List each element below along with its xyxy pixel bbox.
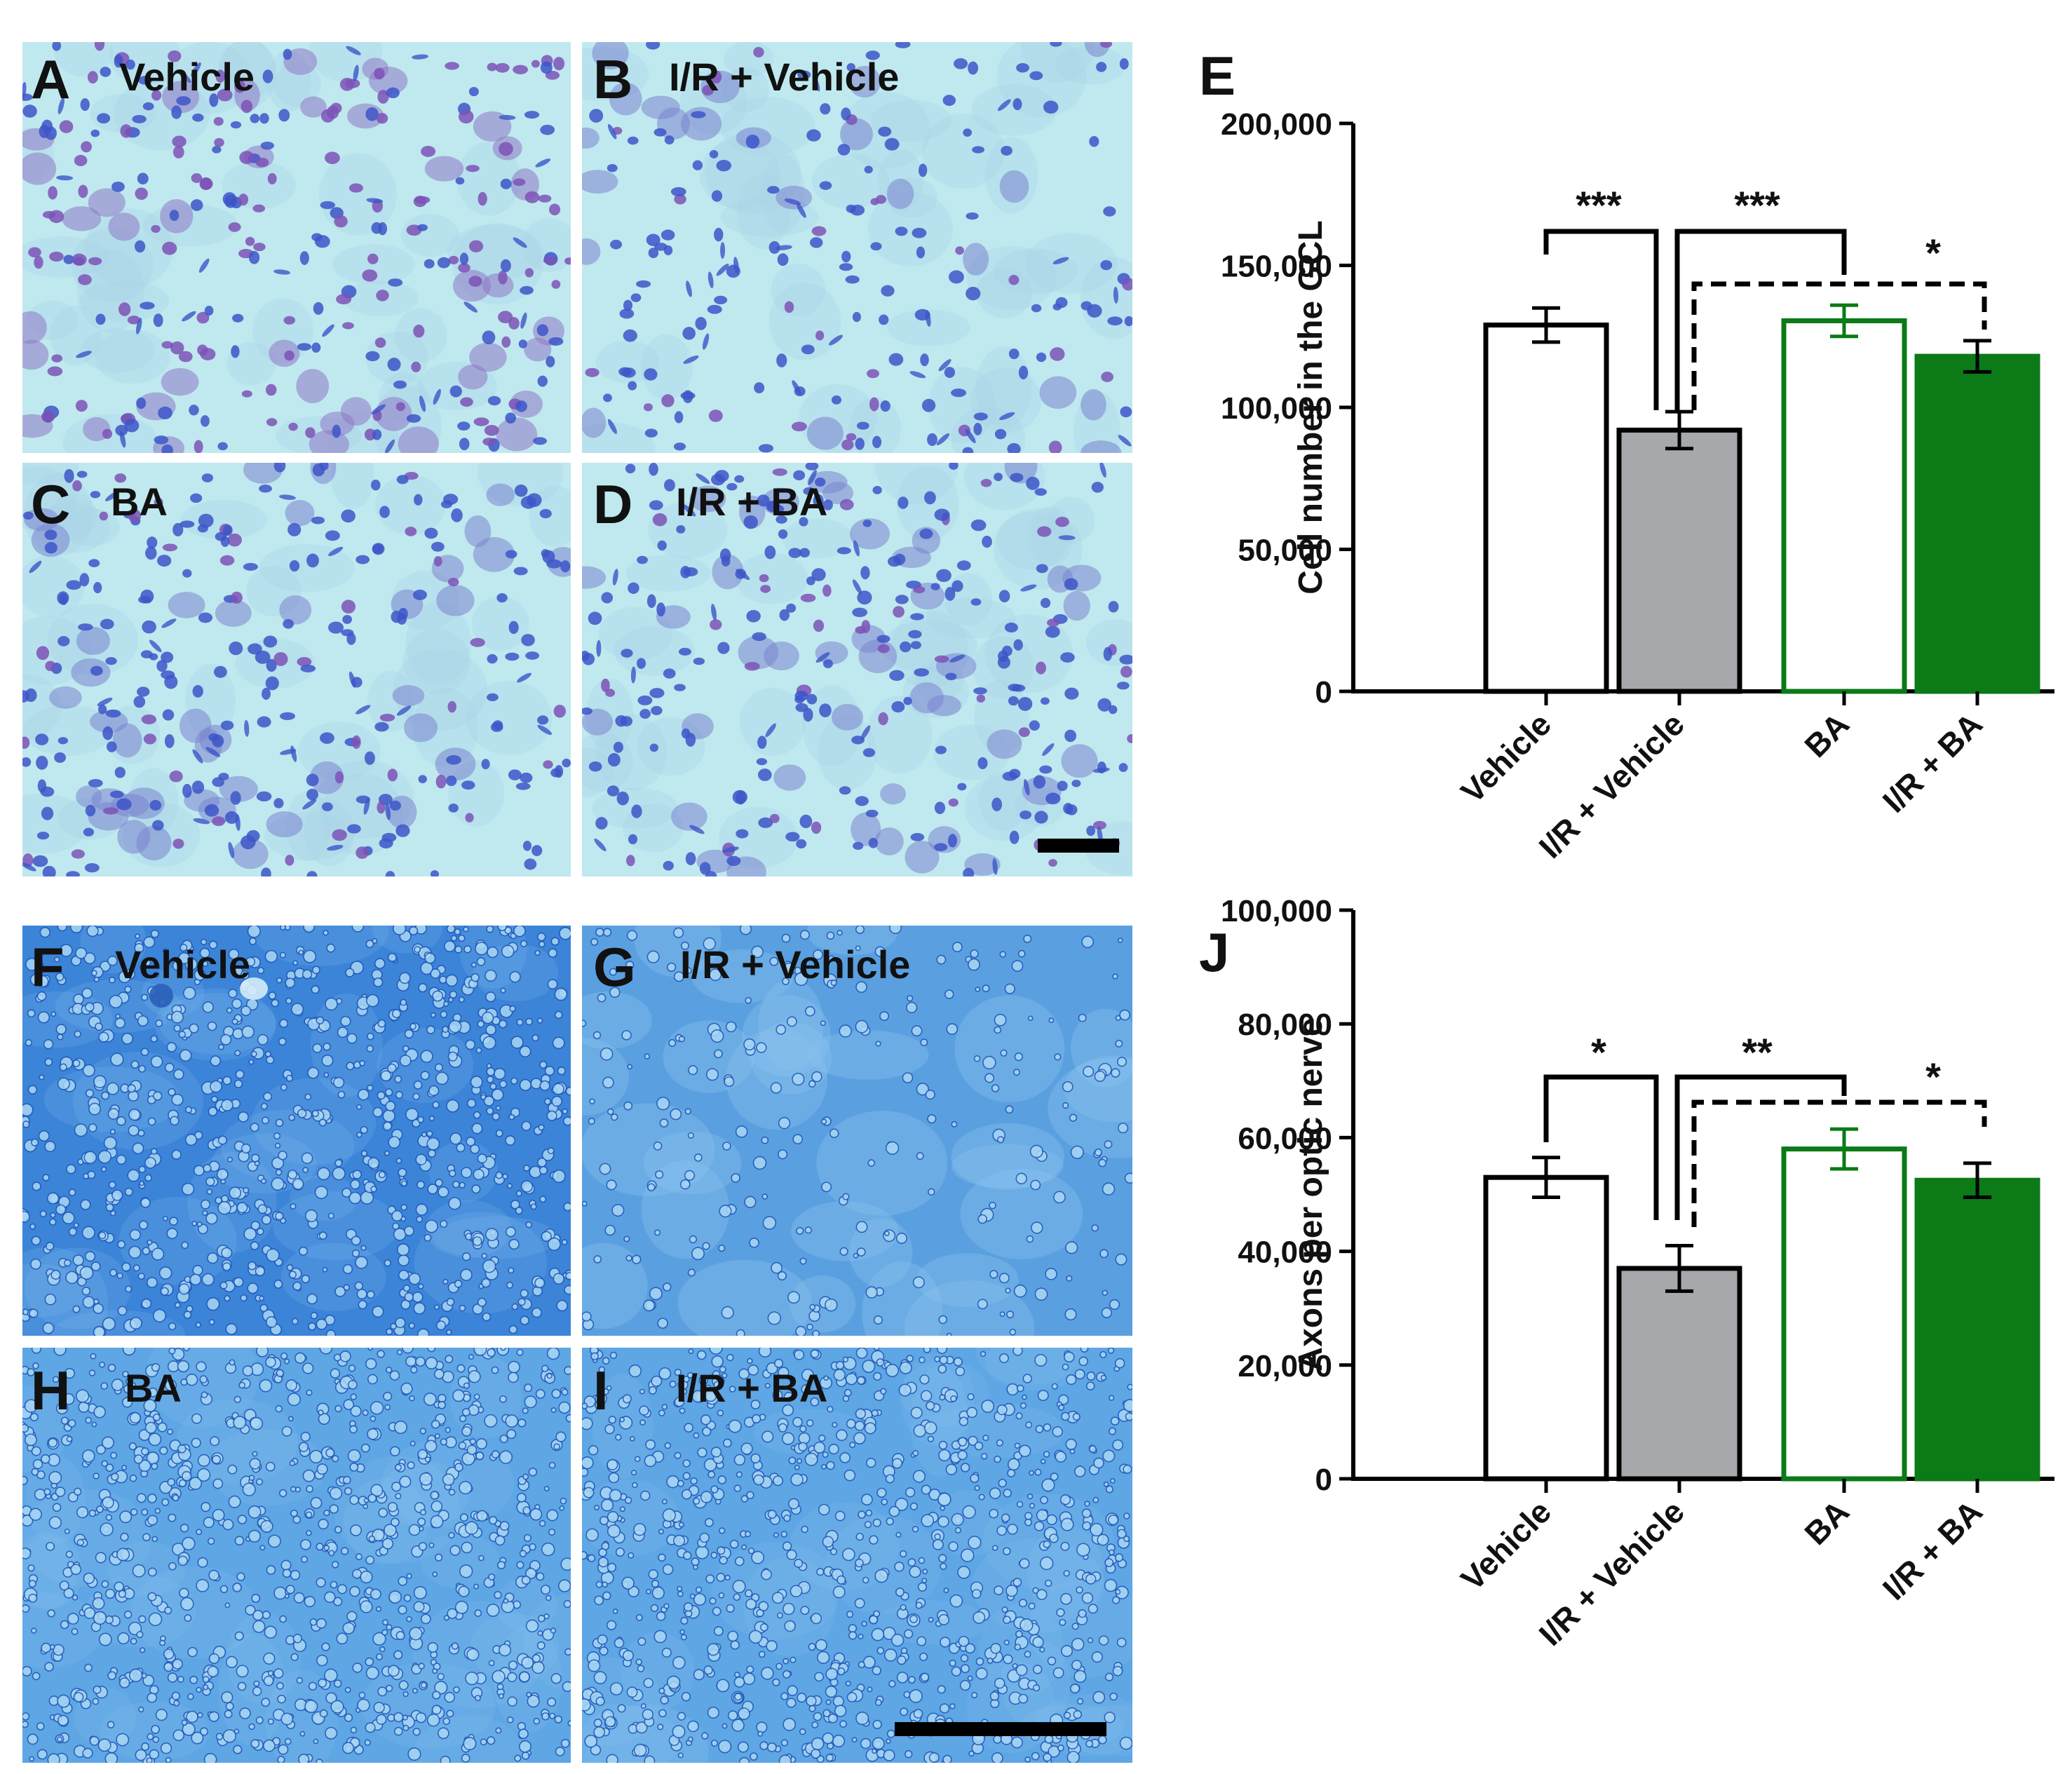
- significance-bracket: [1691, 281, 1987, 410]
- panel-title: I/R + BA: [676, 1366, 828, 1410]
- panel-letter: G: [593, 936, 636, 998]
- micrograph-h-ba: H BA: [22, 1348, 571, 1763]
- nissl-texture: [22, 463, 571, 876]
- panel-letter: H: [31, 1360, 71, 1421]
- scale-bar: [895, 1722, 1106, 1736]
- significance-label: ***: [1734, 183, 1780, 227]
- micrograph-b-ir-vehicle: B I/R + Vehicle: [582, 42, 1132, 453]
- bar-2: [1781, 1146, 1907, 1482]
- panel-letter: C: [31, 473, 71, 535]
- bar-0: [1483, 1174, 1609, 1482]
- significance-bracket: [1543, 1074, 1659, 1220]
- y-axis-label: Cell number in the GCL: [1292, 220, 1329, 594]
- micrograph-i-ir-ba: I I/R + BA: [582, 1348, 1132, 1763]
- micrograph-d-ir-ba: D I/R + BA: [582, 463, 1132, 876]
- y-tick-label: 100,000: [1221, 898, 1332, 928]
- x-tick-label: I/R + BA: [1876, 705, 1989, 819]
- panel-letter: F: [31, 936, 65, 998]
- significance-label: *: [1925, 231, 1941, 275]
- nerve-texture: [582, 926, 1132, 1336]
- x-tick-label: BA: [1797, 1493, 1856, 1552]
- panel-title: BA: [111, 480, 168, 524]
- y-axis-label: Axons per optic nerve: [1292, 1017, 1329, 1371]
- nerve-texture: [22, 1348, 571, 1763]
- panel-title: Vehicle: [119, 55, 255, 99]
- bar-1: [1616, 1266, 1742, 1482]
- bar-3: [1914, 1177, 2040, 1482]
- panel-letter: J: [1199, 921, 1229, 983]
- y-tick-label: 20,000: [1238, 1349, 1332, 1383]
- panel-letter: E: [1199, 45, 1235, 107]
- significance-bracket: [1543, 229, 1659, 410]
- panel-title: I/R + BA: [676, 480, 828, 524]
- y-tick-label: 60,000: [1238, 1121, 1332, 1156]
- y-tick-label: 100,000: [1221, 391, 1332, 426]
- nissl-texture: [22, 42, 571, 453]
- panel-title: I/R + Vehicle: [669, 55, 900, 99]
- chart-e-svg: E 0 50,000 100,000 150,000 200,000 Cell number…: [1199, 45, 2054, 865]
- micrograph-c-ba: C BA: [22, 463, 571, 876]
- panel-title: Vehicle: [115, 942, 251, 987]
- y-tick-label: 200,000: [1221, 107, 1332, 142]
- micrograph-a-vehicle: A Vehicle: [22, 42, 571, 453]
- x-tick-label: Vehicle: [1454, 1493, 1558, 1597]
- chart-e-cell-number: E 0 50,000 100,000 150,000 200,000 Cell number…: [1150, 28, 2061, 898]
- y-tick-label: 50,000: [1238, 534, 1332, 568]
- significance-label: **: [1742, 1030, 1773, 1074]
- y-tick-label: 80,000: [1238, 1008, 1332, 1042]
- significance-label: ***: [1576, 183, 1622, 227]
- panel-title: I/R + Vehicle: [680, 942, 911, 987]
- significance-label: *: [1591, 1030, 1606, 1074]
- y-tick-label: 150,000: [1221, 250, 1332, 284]
- nissl-texture: [582, 463, 1132, 876]
- chart-j-axons: J 0 20,000 40,000 60,000 80,000 100,000 Axons p…: [1150, 894, 2061, 1767]
- y-tick-label: 0: [1315, 1463, 1332, 1497]
- bar-0: [1483, 323, 1609, 694]
- panel-title: BA: [125, 1366, 182, 1410]
- micrograph-f-vehicle: F Vehicle: [22, 926, 571, 1336]
- bar-3: [1914, 353, 2040, 694]
- panel-letter: B: [593, 48, 633, 110]
- panel-letter: A: [31, 48, 71, 110]
- significance-bracket: [1674, 229, 1847, 410]
- panel-letter: D: [593, 473, 633, 535]
- significance-label: *: [1925, 1055, 1941, 1099]
- nerve-texture: [22, 926, 571, 1336]
- panel-letter: I: [593, 1360, 609, 1421]
- x-tick-label: BA: [1797, 705, 1856, 764]
- nerve-texture: [582, 1348, 1132, 1763]
- y-tick-label: 40,000: [1238, 1235, 1332, 1270]
- y-tick-label: 0: [1315, 675, 1332, 710]
- significance-bracket: [1691, 1099, 1987, 1227]
- x-tick-label: Vehicle: [1454, 705, 1558, 810]
- nissl-texture: [582, 42, 1132, 453]
- bar-2: [1781, 318, 1907, 694]
- scale-bar: [1038, 839, 1119, 853]
- micrograph-g-ir-vehicle: G I/R + Vehicle: [582, 926, 1132, 1336]
- significance-bracket: [1674, 1074, 1847, 1220]
- x-tick-label: I/R + BA: [1876, 1493, 1989, 1606]
- bar-1: [1616, 427, 1742, 694]
- chart-j-svg: J 0 20,000 40,000 60,000 80,000 100,000 Axons p…: [1199, 894, 2054, 1653]
